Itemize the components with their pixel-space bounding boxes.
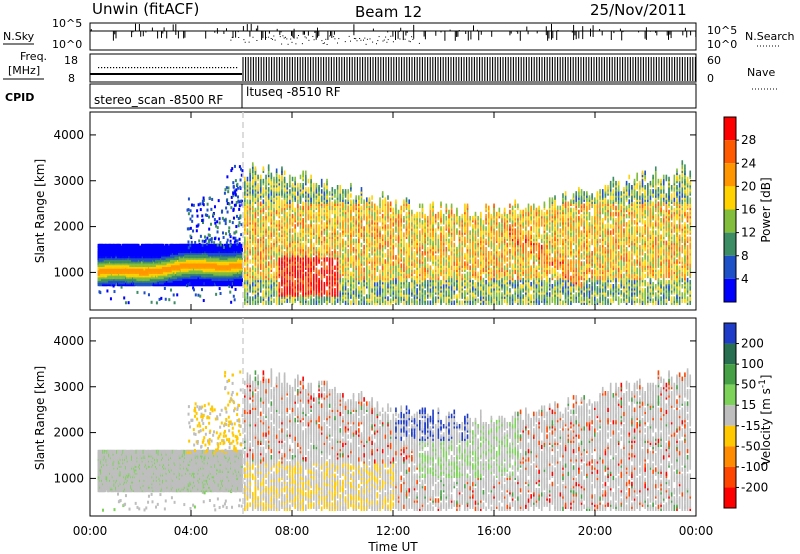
y-tick-label: 4000 bbox=[53, 128, 84, 142]
power-y-label: Slant Range [km] bbox=[33, 159, 47, 263]
noise-tick-top: 10^5 bbox=[52, 17, 82, 30]
power-heatmap bbox=[97, 160, 692, 305]
colorbar-swatch bbox=[724, 140, 736, 164]
colorbar-swatch bbox=[724, 323, 736, 344]
colorbar-swatch bbox=[724, 487, 736, 508]
colorbar-tick-label: 20 bbox=[741, 179, 756, 193]
colorbar-swatch bbox=[724, 186, 736, 210]
velocity-scale-label: Velocity [m s-1] bbox=[758, 375, 773, 466]
colorbar-tick-label: -50 bbox=[741, 439, 761, 453]
x-tick-label: 00:00 bbox=[73, 524, 108, 538]
colorbar-tick-label: 200 bbox=[741, 337, 764, 351]
x-tick-label: 04:00 bbox=[174, 524, 209, 538]
noise-marks bbox=[90, 23, 697, 45]
colorbar-swatch bbox=[724, 209, 736, 233]
x-tick-label: 12:00 bbox=[376, 524, 411, 538]
colorbar-swatch bbox=[724, 446, 736, 467]
colorbar-tick-label: 28 bbox=[741, 133, 756, 147]
colorbar-tick-label: 24 bbox=[741, 156, 756, 170]
freq-label-top: Freq. bbox=[20, 50, 47, 63]
power-y-ticks: 1000 2000 3000 4000 bbox=[53, 128, 696, 279]
colorbar-swatch bbox=[724, 466, 736, 488]
colorbar-tick-label: -15 bbox=[741, 419, 761, 433]
colorbar-swatch bbox=[724, 278, 736, 302]
colorbar-tick-label: 100 bbox=[741, 357, 764, 371]
nsky-label: N.Sky bbox=[3, 30, 35, 43]
cpid-segment-1: stereo_scan -8500 RF bbox=[94, 93, 223, 107]
x-tick-label: 20:00 bbox=[578, 524, 613, 538]
colorbar-swatch bbox=[724, 343, 736, 365]
colorbar-tick-label: 4 bbox=[741, 272, 749, 286]
freq-tick-bottom: 8 bbox=[68, 72, 75, 85]
colorbar-tick-label: 50 bbox=[741, 378, 756, 392]
velocity-y-label: Slant Range [km] bbox=[33, 366, 47, 470]
noise-tick-right-top: 10^5 bbox=[707, 24, 737, 37]
colorbar-swatch bbox=[724, 232, 736, 256]
colorbar-tick-label: 12 bbox=[741, 226, 756, 240]
cpid-panel-frame bbox=[89, 83, 697, 109]
colorbar-swatch bbox=[724, 384, 736, 406]
noise-tick-bottom: 10^0 bbox=[52, 38, 82, 51]
date-title: 25/Nov/2011 bbox=[590, 1, 687, 19]
colorbar-swatch bbox=[724, 364, 736, 385]
y-tick-label: 3000 bbox=[53, 174, 84, 188]
x-tick-label: 00:00 bbox=[679, 524, 714, 538]
power-colorbar: 28 24 20 16 12 8 4 bbox=[723, 116, 756, 303]
nave-tick-bottom: 0 bbox=[707, 72, 714, 85]
nave-tick-top: 60 bbox=[707, 54, 721, 67]
colorbar-tick-label: -200 bbox=[741, 480, 768, 494]
cpid-label: CPID bbox=[5, 91, 34, 104]
freq-tick-top: 18 bbox=[64, 54, 78, 67]
velocity-heatmap bbox=[97, 368, 692, 512]
colorbar-swatch bbox=[724, 405, 736, 426]
y-tick-label: 2000 bbox=[53, 220, 84, 234]
freq-marks bbox=[90, 57, 696, 81]
x-axis-label: Time UT bbox=[367, 540, 418, 554]
colorbar-tick-label: 16 bbox=[741, 203, 756, 217]
y-tick-label: 1000 bbox=[53, 265, 84, 279]
site-title: Unwin (fitACF) bbox=[92, 0, 199, 18]
colorbar-tick-label: 15 bbox=[741, 398, 756, 412]
y-tick-label: 4000 bbox=[53, 334, 84, 348]
colorbar-swatch bbox=[724, 117, 736, 141]
x-tick-label: 16:00 bbox=[477, 524, 512, 538]
cpid-segment-2: ltuseq -8510 RF bbox=[246, 85, 341, 99]
colorbar-swatch bbox=[724, 255, 736, 279]
beam-title: Beam 12 bbox=[355, 3, 422, 21]
velocity-colorbar: 200 100 50 15 -15 -50 -100 -200 bbox=[723, 322, 768, 509]
velocity-y-ticks: 1000 2000 3000 4000 bbox=[53, 334, 696, 485]
nave-label: Nave bbox=[747, 66, 775, 79]
x-tick-label: 08:00 bbox=[275, 524, 310, 538]
freq-label-bottom: [MHz] bbox=[8, 64, 40, 77]
y-tick-label: 1000 bbox=[53, 471, 84, 485]
power-scale-label: Power [dB] bbox=[759, 177, 773, 242]
colorbar-tick-label: 8 bbox=[741, 249, 749, 263]
x-axis-ticks: 00:00 04:00 08:00 12:00 16:00 20:00 00:00 bbox=[73, 112, 714, 538]
nsearch-label: N.Search bbox=[745, 30, 795, 43]
colorbar-swatch bbox=[724, 425, 736, 447]
colorbar-swatch bbox=[724, 163, 736, 187]
noise-tick-right-bottom: 10^0 bbox=[707, 38, 737, 51]
y-tick-label: 3000 bbox=[53, 380, 84, 394]
freq-panel-frame bbox=[89, 53, 697, 83]
y-tick-label: 2000 bbox=[53, 426, 84, 440]
colorbar-tick-label: -100 bbox=[741, 460, 768, 474]
